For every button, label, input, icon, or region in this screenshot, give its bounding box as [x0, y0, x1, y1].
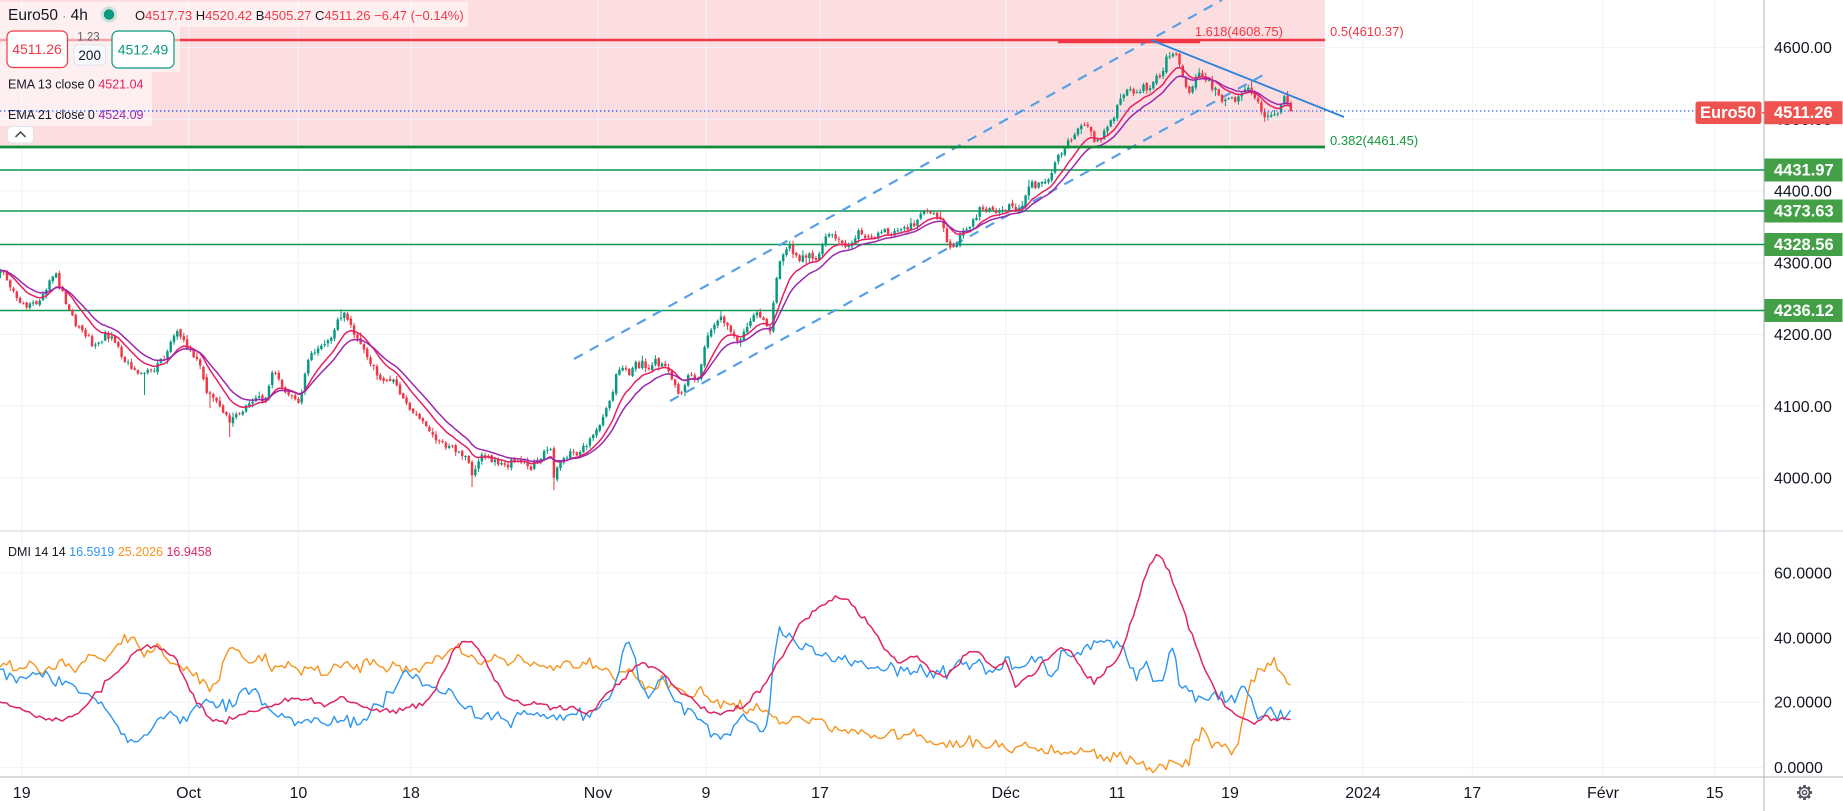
svg-text:11: 11: [1109, 785, 1126, 802]
svg-text:4511.26: 4511.26: [12, 41, 62, 57]
svg-text:4600.00: 4600.00: [1774, 40, 1832, 57]
svg-text:9: 9: [702, 785, 711, 802]
svg-text:Févr: Févr: [1587, 785, 1620, 802]
svg-text:Oct: Oct: [176, 785, 201, 802]
svg-text:Euro50: Euro50: [1700, 104, 1756, 122]
svg-text:4200.00: 4200.00: [1774, 327, 1832, 344]
svg-text:17: 17: [1463, 785, 1481, 802]
svg-text:10: 10: [290, 785, 308, 802]
svg-text:2024: 2024: [1345, 785, 1381, 802]
svg-text:20.0000: 20.0000: [1774, 695, 1832, 712]
svg-text:EMA 13 close 0 4521.04: EMA 13 close 0 4521.04: [8, 78, 144, 92]
svg-text:60.0000: 60.0000: [1774, 565, 1832, 582]
svg-text:4431.97: 4431.97: [1774, 162, 1834, 180]
svg-text:15: 15: [1706, 785, 1724, 802]
svg-text:4000.00: 4000.00: [1774, 471, 1832, 488]
svg-text:200: 200: [78, 48, 101, 63]
svg-text:4300.00: 4300.00: [1774, 255, 1832, 272]
svg-text:4512.49: 4512.49: [118, 42, 169, 58]
svg-text:4400.00: 4400.00: [1774, 184, 1832, 201]
svg-text:0.0000: 0.0000: [1774, 760, 1823, 777]
svg-text:Euro50 · 4h: Euro50 · 4h: [8, 7, 88, 24]
svg-text:4511.26: 4511.26: [1774, 104, 1833, 122]
svg-text:EMA 21 close 0 4524.09: EMA 21 close 0 4524.09: [8, 108, 144, 122]
svg-text:1.618(4608.75): 1.618(4608.75): [1195, 24, 1283, 39]
svg-text:4100.00: 4100.00: [1774, 399, 1832, 416]
svg-text:4328.56: 4328.56: [1774, 236, 1834, 254]
svg-text:DMI 14 14 16.5919 25.2026 1: DMI 14 14 16.5919 25.2026 16.9458: [8, 545, 212, 559]
svg-text:Déc: Déc: [991, 785, 1019, 802]
svg-text:19: 19: [1221, 785, 1239, 802]
svg-text:17: 17: [811, 785, 829, 802]
svg-text:O4517.73 H4520.42 B4505.27: O4517.73 H4520.42 B4505.27 C4511.26 −6.4…: [135, 8, 464, 23]
svg-text:4373.63: 4373.63: [1774, 203, 1834, 221]
svg-text:40.0000: 40.0000: [1774, 631, 1832, 648]
svg-text:4236.12: 4236.12: [1774, 302, 1834, 320]
svg-text:1.23: 1.23: [77, 32, 99, 44]
svg-text:0.382(4461.45): 0.382(4461.45): [1330, 133, 1418, 148]
svg-text:Nov: Nov: [584, 785, 612, 802]
svg-text:0.5(4610.37): 0.5(4610.37): [1330, 24, 1404, 39]
svg-text:19: 19: [13, 785, 31, 802]
svg-text:18: 18: [402, 785, 420, 802]
